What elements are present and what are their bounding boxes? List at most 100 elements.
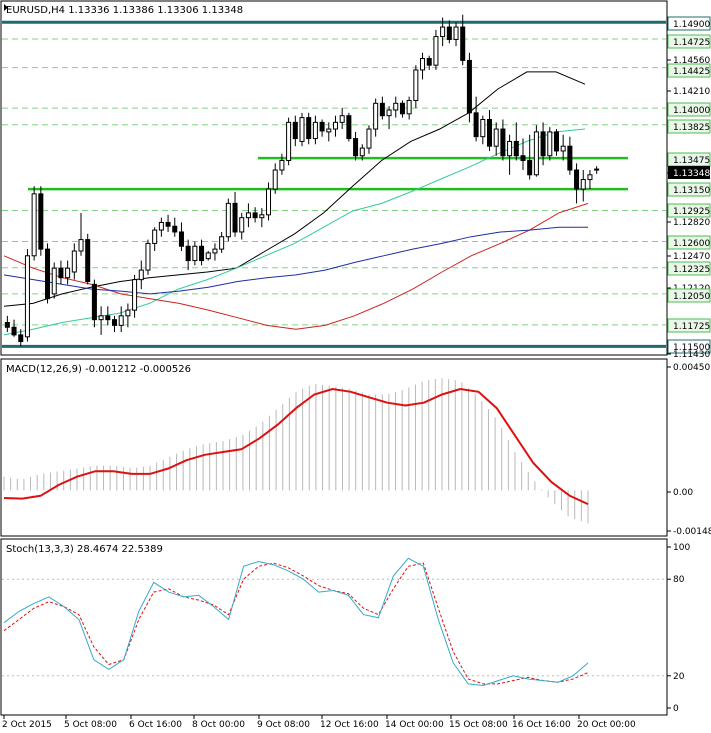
bullish-candle-body [266,188,272,216]
candle [332,115,338,137]
candle [65,260,71,285]
bullish-candle-body [406,99,412,115]
bullish-candle-body [219,236,225,250]
bullish-candle-body [312,121,318,140]
bullish-candle-body [118,315,124,326]
time-tick-label: 15 Oct 08:00 [449,720,508,730]
bearish-candle-body [346,115,352,140]
time-tick-label: 12 Oct 16:00 [320,720,379,730]
time-tick-label: 20 Oct 00:00 [577,720,636,730]
price-tick-label: 1.14210 [673,87,710,97]
candle [580,170,586,202]
candle [252,207,258,223]
candle [326,122,332,142]
candle [232,191,238,237]
price-tick-label: 1.13825 [673,123,710,133]
candle [58,260,64,285]
bearish-candle-body [527,159,533,176]
candle [346,112,352,142]
chart-title: EURUSD,H4 1.13336 1.13386 1.13306 1.1334… [6,5,243,16]
price-level-badge [667,34,711,49]
candle [98,306,104,335]
candle [453,22,459,47]
candle [165,214,171,232]
candle [574,163,580,204]
candle [118,306,124,333]
price-level-badge [667,16,711,31]
bullish-candle-body [78,239,84,252]
candle [399,100,405,118]
bullish-candle-body [393,102,399,111]
candle [567,136,573,175]
bullish-candle-body [560,145,566,152]
bullish-candle-body [507,140,513,157]
bullish-candle-body [152,229,158,244]
moving-averages [3,71,589,336]
bullish-candle-body [339,115,345,123]
price-tick-label: 1.14900 [673,20,710,30]
candle [319,119,325,137]
bearish-candle-body [567,145,573,171]
candle [132,274,138,318]
bullish-candle-body [286,121,292,161]
time-tick-label: 2 Oct 2015 [2,720,52,730]
bearish-candle-body [199,245,205,262]
price-tick-label: 1.11500 [673,343,710,353]
bearish-candle-body [540,131,546,157]
bearish-candle-body [353,138,359,157]
price-tick-label: 1.14425 [673,67,710,77]
stochastic-axis: 100 80 20 0 [667,543,690,714]
bearish-candle-body [85,239,91,283]
bearish-candle-body [379,102,385,117]
stochastic-pane-frame [0,538,668,716]
candlesticks [4,14,600,347]
candle [158,217,164,237]
bullish-candle-body [493,128,499,147]
time-axis: 2 Oct 2015 5 Oct 08:00 6 Oct 16:00 8 Oct 00… [2,715,636,730]
time-tick-label: 14 Oct 00:00 [385,720,444,730]
horizontal-levels [2,20,666,348]
bearish-candle-body [594,168,600,171]
candle [219,231,225,253]
price-level-badge [667,119,711,134]
bullish-candle-body [480,119,486,138]
price-tick-label: 1.12050 [673,292,710,302]
bearish-candle-body [399,102,405,115]
candle [520,138,526,171]
bullish-candle-body [98,315,104,321]
bearish-candle-body [292,121,298,140]
candle [587,170,593,190]
price-tick-label: 1.13150 [673,186,710,196]
candle [205,251,211,261]
candle [24,249,30,342]
candle [533,125,539,177]
candle [299,112,305,147]
bearish-candle-body [18,334,24,343]
bullish-candle-body [24,255,30,338]
candle [192,241,198,266]
bearish-candle-body [486,119,493,147]
macd-title: MACD(12,26,9) -0.001212 -0.000526 [6,364,191,375]
bearish-candle-body [319,121,325,132]
bearish-candle-body [520,155,526,161]
candle [45,243,51,304]
bearish-candle-body [513,140,519,157]
price-tick-label: 1.12925 [673,207,710,217]
stochastic-levels [2,578,666,677]
price-level-badge [667,203,711,218]
candle [446,20,452,44]
candle [486,109,493,151]
candle [111,315,118,333]
bullish-candle-body [31,193,37,257]
price-tick-label: 1.14725 [673,38,710,48]
bullish-candle-body [587,174,593,181]
price-tick-label: 1.11725 [673,322,710,332]
price-level-badge [667,182,711,197]
price-tick-label: 1.11430 [673,350,710,360]
bearish-candle-body [553,131,559,152]
price-level-badge [667,318,711,333]
candle [272,163,278,194]
time-tick-label: 8 Oct 00:00 [192,720,245,730]
candle [493,122,499,156]
